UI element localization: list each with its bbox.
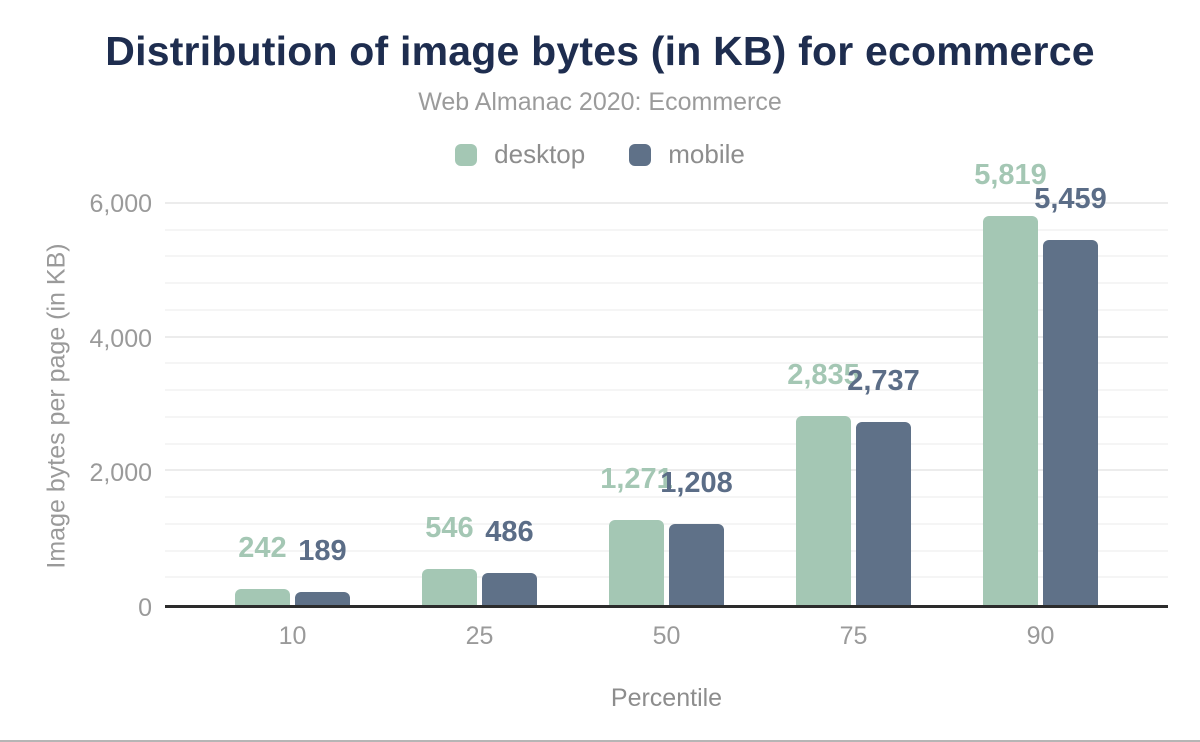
mobile-bar[interactable]: 1,208 [660,469,733,605]
x-axis-tick-label: 50 [652,622,681,650]
x-axis-tick-label: 75 [839,622,868,650]
desktop-bar-value-label: 546 [425,511,474,544]
mobile-bar[interactable]: 486 [482,517,537,605]
gridline [165,576,1168,579]
y-axis-tick-label: 6,000 [89,190,152,218]
gridline [165,308,1168,311]
desktop-bar[interactable]: 242 [235,533,290,605]
x-axis-tick-label: 90 [1026,622,1055,650]
gridline [165,389,1168,392]
desktop-legend-swatch-icon [455,143,478,166]
mobile-bar[interactable]: 5,459 [1034,185,1107,605]
mobile-bar-value-label: 1,208 [660,467,733,500]
plot-area: 242 189 546 486 1,271 1,208 2,835 2,737 5,819 5,4… [165,161,1168,608]
gridline [165,228,1168,231]
gridline [165,549,1168,552]
legend-label-desktop: desktop [494,139,586,169]
gridline [165,282,1168,285]
gridline [165,496,1168,499]
desktop-bar-value-label: 1,271 [600,463,673,496]
bar-groups: 242 189 546 486 1,271 1,208 2,835 2,737 5,819 5,4… [199,161,1134,605]
bar-group: 1,271 1,208 [573,204,760,605]
y-axis-tick-label: 2,000 [89,459,152,488]
gridline [165,335,1168,338]
bar-group: 546 486 [386,204,573,605]
gridline [165,202,1168,204]
mobile-bar-value-label: 2,737 [847,365,920,398]
x-axis-tick-labels: 10 25 50 75 90 [199,622,1134,651]
desktop-bar[interactable]: 1,271 [600,465,673,605]
y-axis-tick-labels: 0 2,000 4,000 6,000 [0,190,152,622]
desktop-bar-value-label: 5,819 [974,159,1047,192]
desktop-bar-value-label: 2,835 [787,358,860,391]
mobile-legend-swatch-icon [629,143,652,166]
desktop-bar[interactable]: 546 [422,513,477,605]
desktop-bar[interactable]: 2,835 [787,360,860,605]
y-axis-tick-label: 0 [138,594,152,622]
legend-item-mobile[interactable]: mobile [629,139,745,170]
mobile-bar-value-label: 189 [298,535,347,568]
x-axis-tick-label: 10 [278,622,307,650]
x-axis-tick-label: 25 [465,622,494,650]
bar-group: 5,819 5,459 [947,161,1134,605]
chart-subtitle: Web Almanac 2020: Ecommerce [418,88,782,116]
legend: desktop mobile [0,139,1200,170]
gridline [165,415,1168,418]
chart-title: Distribution of image bytes (in KB) for … [105,28,1095,74]
mobile-bar-value-label: 5,459 [1034,183,1107,216]
mobile-bar-value-label: 486 [485,515,534,548]
gridline [165,522,1168,525]
y-axis-tick-label: 4,000 [89,324,152,353]
x-axis-title: Percentile [610,684,723,712]
bar-group: 2,835 2,737 [760,204,947,605]
bar-group: 242 189 [199,204,386,605]
gridline [165,255,1168,258]
legend-label-mobile: mobile [668,139,745,169]
gridline [165,442,1168,445]
legend-item-desktop[interactable]: desktop [455,139,585,170]
gridline [165,362,1168,365]
desktop-bar-value-label: 242 [238,531,287,564]
mobile-bar[interactable]: 2,737 [847,367,920,605]
mobile-bar[interactable]: 189 [295,537,350,605]
gridline [165,469,1168,472]
desktop-bar[interactable]: 5,819 [974,161,1047,605]
